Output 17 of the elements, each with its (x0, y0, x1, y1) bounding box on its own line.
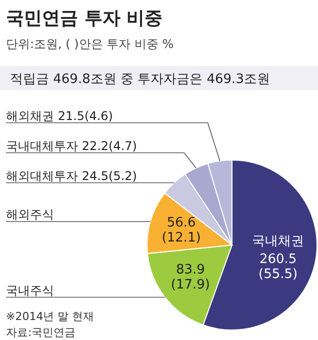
annotation: ※2014년 말 현재 (6, 310, 94, 323)
subtitle: 단위:조원, ( )안은 투자 비중 % (6, 37, 174, 51)
title: 국민연금 투자 비중 (6, 8, 163, 29)
value-label: (17.9) (170, 277, 210, 292)
value-label: 83.9 (176, 262, 205, 278)
label: 해외주식 (6, 208, 54, 222)
value-label: 260.5 (259, 252, 297, 268)
value-label: (12.1) (162, 230, 201, 246)
annotation: 적립금 469.8조원 중 투자자금은 469.3조원 (10, 72, 270, 87)
label: 국내채권 (252, 234, 304, 250)
label: 해외대체투자 24.5(5.2) (6, 168, 137, 183)
label: 해외채권 21.5(4.6) (6, 108, 113, 123)
label: 국내주식 (6, 283, 54, 298)
value-label: (55.5) (258, 267, 298, 282)
annotation: 자료:국민연금 (6, 326, 76, 339)
value-label: 56.6 (166, 216, 196, 230)
label: 국내대체투자 22.2(4.7) (6, 138, 137, 153)
